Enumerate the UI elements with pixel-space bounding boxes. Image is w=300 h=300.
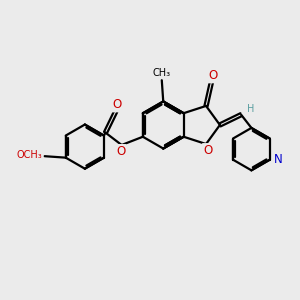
Text: O: O (116, 145, 126, 158)
Text: O: O (203, 144, 212, 157)
Text: OCH₃: OCH₃ (17, 150, 43, 160)
Text: O: O (112, 98, 122, 112)
Text: H: H (247, 104, 254, 114)
Text: N: N (274, 153, 282, 166)
Text: O: O (208, 69, 218, 82)
Text: CH₃: CH₃ (153, 68, 171, 78)
